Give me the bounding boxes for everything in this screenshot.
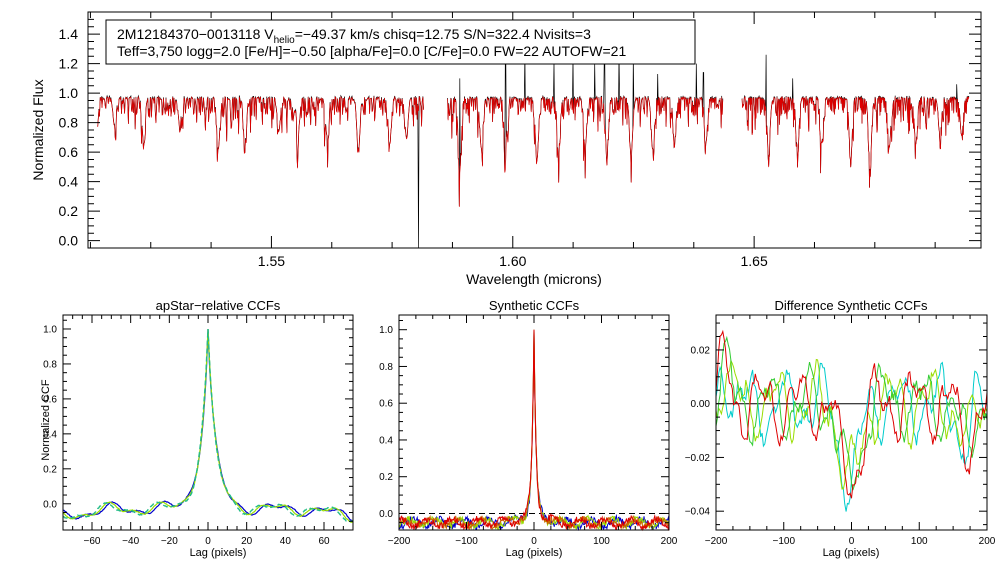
synthetic-ccf-title: Synthetic CCFs [489,298,580,313]
difference-ccf-y-tick-label: 0.00 [691,399,711,410]
annotation-line-2: Teff=3,750 logg=2.0 [Fe/H]=−0.50 [alpha/… [117,43,626,59]
apstar-ccf-x-tick-label: −60 [84,536,101,547]
difference-ccf-x-tick-label: −200 [705,536,728,547]
synthetic-ccf-y-tick-label: 0.0 [379,509,393,520]
apstar-ccf-title: apStar−relative CCFs [156,298,281,313]
apstar-ccf-y-tick-label: 0.0 [43,499,57,510]
model-spectrum-chip-3 [741,95,970,188]
difference-ccf-x-tick-label: 100 [911,536,928,547]
synthetic-ccf-series [398,329,670,532]
synthetic-ccf-x-tick-label: −200 [388,536,411,547]
apstar-ccf-y-tick-label: 0.4 [43,429,57,440]
apstar-ccf-y-tick-label: 0.2 [43,464,57,475]
difference-ccf-ticks: −200 −100 0 100 200 −0.04 −0.02 0.00 0.02 [685,315,996,547]
spectrum-y-tick-label: 1.0 [59,85,79,101]
spectrum-x-axis-label: Wavelength (microns) [466,271,602,287]
synthetic-ccf-x-axis-label: Lag (pixels) [506,547,563,559]
spectrum-y-tick-label: 0.0 [59,233,79,249]
spectrum-y-tick-label: 0.4 [59,174,79,190]
apstar-ccf-panel: apStar−relative CCFs −60 −40 −20 0 20 40 60 0.0… [40,298,354,559]
spectrum-y-tick-label: 1.2 [59,56,79,72]
spectrum-series [97,51,970,249]
apstar-ccf-visit-3 [62,328,354,523]
synthetic-ccf-y-tick-label: 1.0 [379,325,393,336]
synthetic-ccf-x-tick-label: −100 [455,536,478,547]
spectrum-x-tick-label: 1.55 [258,253,285,269]
difference-ccf-title: Difference Synthetic CCFs [775,298,928,313]
difference-ccf-x-axis-label: Lag (pixels) [823,547,880,559]
difference-ccf-x-tick-label: 0 [849,536,855,547]
difference-ccf-panel: Difference Synthetic CCFs −200 −100 0 100 20… [685,298,996,559]
apstar-ccf-x-tick-label: 20 [241,536,253,547]
apstar-ccf-y-tick-label: 0.8 [43,359,57,370]
spectrum-annotation-box: 2M12184370−0013118 Vhelio=−49.37 km/s ch… [105,19,696,65]
spectrum-ticks: 1.55 1.60 1.65 0.0 0.2 0.4 0.6 0.8 1.0 1.2 1.4 [59,11,981,269]
model-spectrum-chip-1 [97,95,424,169]
difference-ccf-visit-3 [715,335,988,491]
difference-ccf-x-tick-label: 200 [979,536,996,547]
apstar-ccf-x-tick-label: 60 [318,536,330,547]
spectrum-x-tick-label: 1.60 [499,253,526,269]
apstar-ccf-y-tick-label: 0.6 [43,394,57,405]
spectrum-y-tick-label: 0.8 [59,115,79,131]
model-spectrum-chip-2 [447,95,724,207]
annotation-frame [105,19,696,65]
synthetic-ccf-y-tick-label: 0.6 [379,399,393,410]
apstar-ccf-y-axis-label: Normalized CCF [40,379,52,461]
difference-ccf-visit-4 [715,329,988,499]
apstar-ccf-ticks: −60 −40 −20 0 20 40 60 0.0 0.2 0.4 0.6 0.8 1.0 [43,315,354,547]
apstar-ccf-x-tick-label: 0 [205,536,211,547]
spectrum-x-tick-label: 1.65 [741,253,768,269]
apstar-ccf-x-tick-label: −20 [161,536,178,547]
apstar-ccf-x-tick-label: −40 [122,536,139,547]
apstar-ccf-x-axis-label: Lag (pixels) [190,547,247,559]
spectrum-panel: 1.55 1.60 1.65 0.0 0.2 0.4 0.6 0.8 1.0 1.2 1.4 Wav… [30,11,982,287]
spectrum-y-tick-label: 0.6 [59,144,79,160]
annotation-line-1: 2M12184370−0013118 Vhelio=−49.37 km/s ch… [117,26,591,46]
synthetic-ccf-y-tick-label: 0.8 [379,362,393,373]
apstar-ccf-y-tick-label: 1.0 [43,324,57,335]
difference-ccf-visit-2 [715,358,988,490]
spectrum-y-tick-label: 0.2 [59,203,79,219]
apstar-ccf-x-tick-label: 40 [280,536,292,547]
spectrum-y-tick-label: 1.4 [59,26,79,42]
difference-ccf-y-tick-label: −0.02 [685,453,711,464]
synthetic-ccf-y-tick-label: 0.2 [379,472,393,483]
synthetic-ccf-x-tick-label: 200 [661,536,678,547]
synthetic-ccf-visit-4 [398,329,670,532]
synthetic-ccf-x-tick-label: 100 [593,536,610,547]
difference-ccf-x-tick-label: −100 [772,536,795,547]
synthetic-ccf-x-tick-label: 0 [531,536,537,547]
apstar-ccf-series [62,328,354,523]
synthetic-ccf-y-tick-label: 0.4 [379,435,393,446]
synthetic-ccf-panel: Synthetic CCFs −200 −100 0 100 200 0.0 0.2 0.4 0… [379,298,678,559]
synthetic-ccf-ticks: −200 −100 0 100 200 0.0 0.2 0.4 0.6 0.8 1.0 [379,315,678,547]
difference-ccf-series [715,329,988,512]
difference-ccf-y-tick-label: 0.02 [691,345,711,356]
difference-ccf-y-tick-label: −0.04 [685,507,711,518]
spectrum-y-axis-label: Normalized Flux [30,79,46,180]
